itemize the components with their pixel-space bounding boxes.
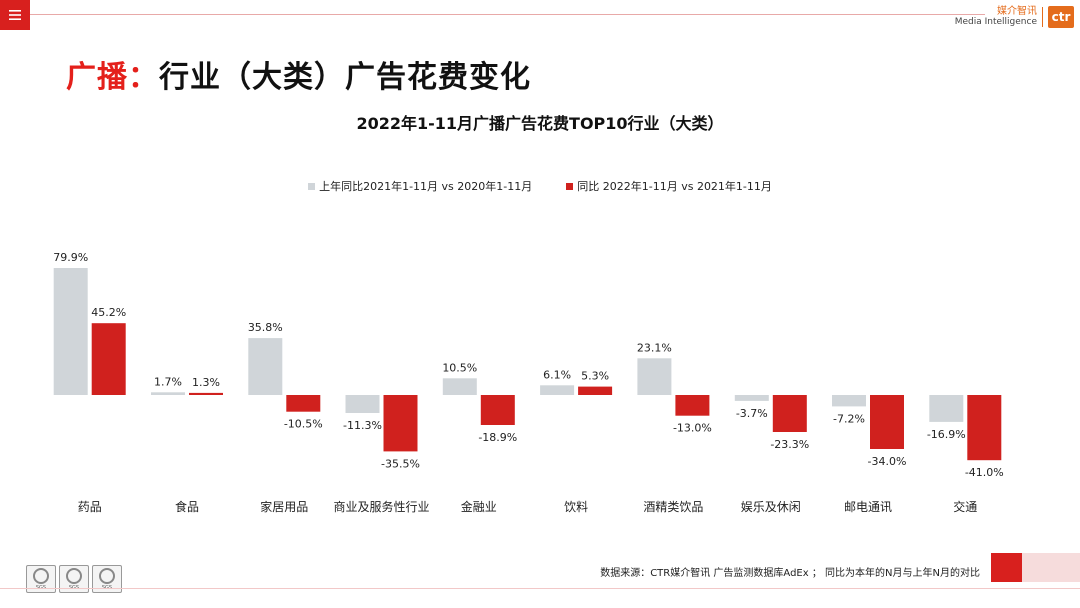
hamburger-icon: [9, 10, 21, 20]
data-label-series-0: -7.2%: [833, 412, 865, 425]
data-label-series-0: 35.8%: [248, 321, 283, 334]
bar-series-1: [286, 395, 321, 412]
data-label-series-1: -18.9%: [478, 431, 517, 444]
bar-series-1: [383, 395, 418, 452]
page-title-rest: 行业（大类）广告花费变化: [159, 60, 531, 95]
data-source-note: 数据来源：CTR媒介智讯 广告监测数据库AdEx ； 同比为本年的N月与上年N月…: [600, 568, 980, 579]
bar-series-0: [442, 378, 477, 395]
category-label: 食品: [175, 499, 199, 514]
page-title: 广播：行业（大类）广告花费变化: [66, 52, 531, 96]
legend-label-current-year: 同比 2022年1-11月 vs 2021年1-11月: [577, 180, 772, 193]
bar-series-1: [870, 395, 904, 449]
bar-series-0: [53, 268, 88, 395]
footer-accent-band: [1022, 553, 1080, 582]
category-label: 酒精类饮品: [643, 500, 703, 514]
legend-swatch-current-year: [566, 182, 574, 190]
data-label-series-1: 1.3%: [192, 376, 220, 389]
bar-series-0: [540, 385, 575, 395]
category-label: 邮电通讯: [844, 500, 892, 514]
data-label-series-0: -3.7%: [736, 407, 768, 420]
data-label-series-1: -34.0%: [868, 455, 907, 468]
footer-divider: [0, 588, 1080, 589]
chart-title: 2022年1-11月广播广告花费TOP10行业（大类）: [356, 114, 724, 133]
category-label: 家居用品: [260, 499, 308, 514]
data-label-series-1: -41.0%: [965, 466, 1004, 479]
bar-series-0: [929, 395, 964, 422]
legend-swatch-prior-year: [308, 182, 316, 190]
data-label-series-1: -13.0%: [673, 422, 712, 435]
logo-en-text: Media Intelligence: [954, 17, 1037, 27]
logo-mark: ctr: [1048, 6, 1074, 28]
data-label-series-1: -10.5%: [284, 418, 323, 431]
logo-separator: [1042, 7, 1043, 27]
data-label-series-1: -35.5%: [381, 457, 420, 470]
data-label-series-0: 79.9%: [53, 251, 88, 264]
bar-series-0: [637, 358, 672, 395]
bar-series-1: [967, 395, 1002, 461]
menu-button[interactable]: [0, 0, 30, 30]
logo-cn-text: 媒介智讯: [997, 6, 1037, 17]
header-divider: [30, 14, 985, 15]
category-label: 交通: [953, 499, 977, 514]
data-label-series-1: 45.2%: [91, 306, 126, 319]
footer-accent-block: [991, 553, 1022, 582]
category-label: 金融业: [461, 499, 497, 514]
bar-series-0: [151, 392, 185, 395]
data-label-series-0: -16.9%: [927, 428, 966, 441]
bar-series-0: [345, 395, 380, 413]
bar-series-0: [248, 338, 283, 395]
category-label: 娱乐及休闲: [741, 500, 801, 514]
bar-series-1: [91, 323, 126, 395]
legend-label-prior-year: 上年同比2021年1-11月 vs 2020年1-11月: [319, 180, 533, 193]
page-title-accent: 广播：: [66, 60, 159, 95]
data-label-series-0: 10.5%: [442, 361, 477, 374]
bar-series-1: [480, 395, 515, 425]
category-label: 药品: [78, 500, 102, 514]
bar-series-1: [189, 392, 223, 395]
chart-legend: 上年同比2021年1-11月 vs 2020年1-11月 同比 2022年1-1…: [0, 178, 1080, 194]
data-label-series-1: 5.3%: [581, 370, 609, 383]
data-label-series-0: 1.7%: [154, 375, 182, 388]
bar-series-0: [734, 395, 769, 401]
data-label-series-1: -23.3%: [770, 438, 809, 451]
bar-series-1: [772, 395, 807, 432]
ctr-logo: 媒介智讯 Media Intelligence ctr: [955, 4, 1074, 30]
bar-series-1: [578, 386, 613, 395]
data-label-series-0: 23.1%: [637, 341, 672, 354]
bar-series-1: [675, 395, 710, 416]
data-label-series-0: 6.1%: [543, 368, 571, 381]
data-label-series-0: -11.3%: [343, 419, 382, 432]
bar-series-0: [832, 395, 866, 407]
legend-item-current-year: 同比 2022年1-11月 vs 2021年1-11月: [566, 178, 772, 194]
category-label: 饮料: [564, 500, 588, 514]
legend-item-prior-year: 上年同比2021年1-11月 vs 2020年1-11月: [308, 178, 532, 194]
category-label: 商业及服务性行业: [333, 499, 429, 514]
